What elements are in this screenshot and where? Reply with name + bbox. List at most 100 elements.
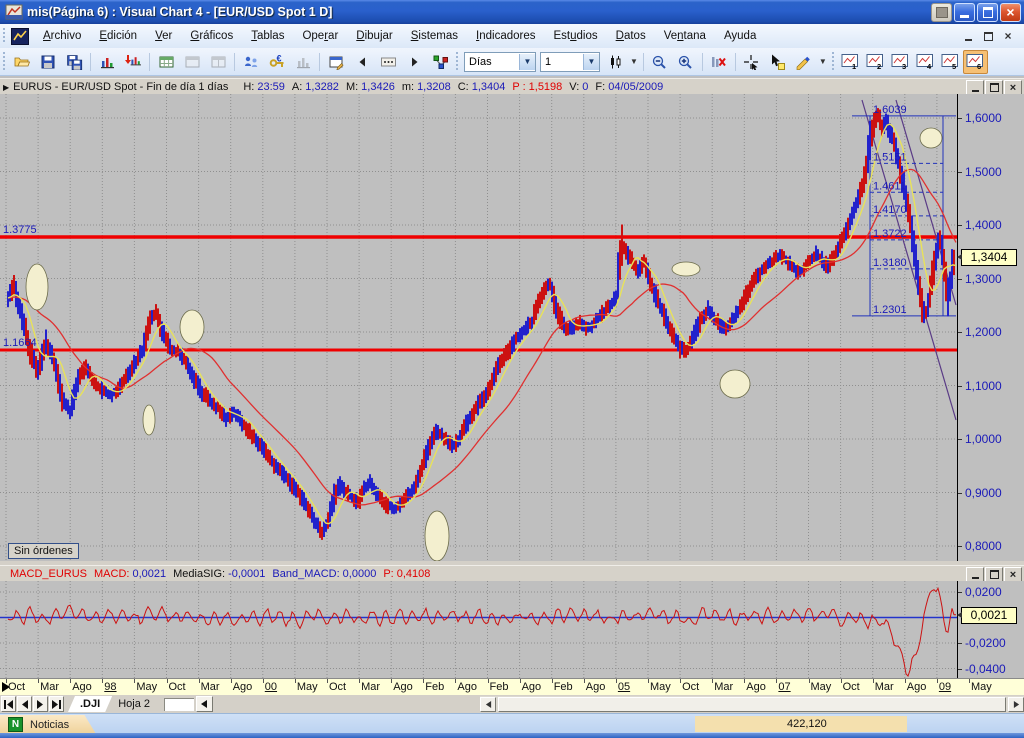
tab-last-button[interactable] [49, 696, 64, 712]
chart-template-2-button[interactable]: 2 [863, 50, 888, 74]
menu-indicadores[interactable]: Indicadores [467, 27, 544, 45]
network-users-button[interactable] [238, 49, 264, 74]
pane-marker-icon[interactable]: ▶ [3, 83, 9, 92]
toolbar-grip[interactable] [831, 52, 836, 71]
app-icon [5, 3, 23, 21]
pane-minimize-button[interactable] [966, 80, 984, 95]
price-axis[interactable]: 1,60001,50001,40001,30001,20001,10001,00… [957, 94, 1024, 561]
tab-scroll-left-button[interactable] [196, 696, 213, 712]
candle-style-button[interactable] [602, 49, 628, 74]
chart-insert-button[interactable] [120, 49, 146, 74]
menu-ventana[interactable]: Ventana [655, 27, 715, 45]
macd-axis[interactable]: 0,0200-0,0200-0,04000,0021 [957, 581, 1024, 678]
time-label: Ago [746, 681, 766, 693]
properties-button[interactable] [323, 49, 349, 74]
zoom-out-button[interactable] [647, 49, 673, 74]
nav-more-button[interactable] [375, 49, 401, 74]
field-value: 0,0000 [343, 568, 377, 580]
scrollbar-thumb[interactable] [498, 697, 1006, 712]
pane-close-button[interactable]: × [1004, 567, 1022, 582]
table-gray-button[interactable] [179, 49, 205, 74]
chevron-down-icon[interactable]: ▼ [630, 57, 638, 66]
macd-chart[interactable] [0, 581, 957, 678]
price-chart[interactable]: 1.37751.16641.60391.51511.46111.41701.37… [0, 94, 957, 562]
nav-next-button[interactable] [401, 49, 427, 74]
chart-template-1-button[interactable]: 1 [838, 50, 863, 74]
pane-maximize-button[interactable] [985, 567, 1003, 582]
chart-gray-button[interactable] [290, 49, 316, 74]
link-nodes-button[interactable] [427, 49, 453, 74]
compression-combobox[interactable]: 1 ▼ [540, 52, 600, 72]
sheet-tab-hoja2[interactable]: Hoja 2 [106, 696, 162, 712]
menu-datos[interactable]: Datos [607, 27, 655, 45]
table-gray2-button[interactable] [205, 49, 231, 74]
delete-chart-button[interactable] [706, 49, 732, 74]
symbol-info: EURUS - EUR/USD Spot - Fin de día 1 días… [13, 81, 663, 93]
tab-next-button[interactable] [33, 696, 48, 712]
mdi-minimize-button[interactable] [960, 29, 976, 43]
time-tick [102, 679, 103, 683]
chart-new-button[interactable] [94, 49, 120, 74]
menu-sistemas[interactable]: Sistemas [402, 27, 467, 45]
draw-marker-button[interactable] [791, 49, 817, 74]
table-new-button[interactable] [153, 49, 179, 74]
zoom-in-button[interactable] [673, 49, 699, 74]
scroll-left-button[interactable] [480, 697, 496, 712]
menu-estudios[interactable]: Estudios [545, 27, 607, 45]
restore-button[interactable] [977, 3, 998, 22]
menu-tablas[interactable]: Tablas [242, 27, 293, 45]
mdi-close-button[interactable]: × [1000, 29, 1016, 43]
chart-template-6-button[interactable]: 6 [963, 50, 988, 74]
time-axis[interactable]: OctMarAgo98MayOctMarAgo00MayOctMarAgoFeb… [0, 678, 1024, 695]
news-button[interactable]: N Noticias [0, 715, 96, 734]
chevron-down-icon[interactable]: ▼ [819, 57, 827, 66]
titlebar[interactable]: mis(Página 6) : Visual Chart 4 - [EUR/US… [0, 0, 1024, 24]
pane-minimize-button[interactable] [966, 567, 984, 582]
sheet-tab-dji[interactable]: .DJI [68, 696, 112, 712]
menu-archivo[interactable]: Archivo [34, 27, 90, 45]
sheet-tabs: .DJIHoja 2 [0, 695, 1024, 713]
chart-template-5-button[interactable]: 5 [938, 50, 963, 74]
menu-edicion[interactable]: Edición [90, 27, 146, 45]
time-label: Oct [169, 681, 186, 693]
tab-first-button[interactable] [1, 696, 16, 712]
toolbar-grip[interactable] [2, 52, 7, 71]
time-tick [616, 679, 617, 683]
time-label: Oct [843, 681, 860, 693]
chevron-down-icon[interactable]: ▼ [583, 54, 599, 70]
menu-ayuda[interactable]: Ayuda [715, 27, 765, 45]
desktop-toggle-button[interactable] [931, 3, 952, 22]
cursor-note-button[interactable] [765, 49, 791, 74]
toolbar-separator [735, 53, 736, 71]
tab-prev-button[interactable] [17, 696, 32, 712]
save-button[interactable] [35, 49, 61, 74]
nav-prev-button[interactable] [349, 49, 375, 74]
tab-scroll-area[interactable] [164, 698, 194, 711]
time-label: Ago [907, 681, 927, 693]
pane-close-button[interactable]: × [1004, 80, 1022, 95]
candle-style-icon [607, 54, 624, 70]
toolbar-grip[interactable] [2, 28, 7, 45]
save-all-button[interactable] [61, 49, 87, 74]
scroll-right-button[interactable] [1008, 697, 1024, 712]
horizontal-scrollbar[interactable] [480, 696, 1024, 712]
menu-graficos[interactable]: Gráficos [181, 27, 242, 45]
mdi-restore-button[interactable] [980, 29, 996, 43]
chart-template-3-button[interactable]: 3 [888, 50, 913, 74]
menu-dibujar[interactable]: Dibujar [347, 27, 401, 45]
nav-more-icon [380, 54, 397, 70]
open-file-button[interactable] [9, 49, 35, 74]
pane-maximize-button[interactable] [985, 80, 1003, 95]
menu-ver[interactable]: Ver [146, 27, 181, 45]
period-combobox[interactable]: Días ▼ [464, 52, 536, 72]
chart-template-4-button[interactable]: 4 [913, 50, 938, 74]
key-euro-button[interactable]: € [264, 49, 290, 74]
chevron-down-icon[interactable]: ▼ [519, 54, 535, 70]
close-button[interactable]: × [1000, 3, 1021, 22]
menu-operar[interactable]: Operar [293, 27, 347, 45]
minimize-button[interactable] [954, 3, 975, 22]
chart-window-icon[interactable] [11, 28, 29, 45]
cursor-cross-button[interactable] [739, 49, 765, 74]
time-tick [841, 679, 842, 683]
toolbar-grip[interactable] [455, 52, 460, 71]
